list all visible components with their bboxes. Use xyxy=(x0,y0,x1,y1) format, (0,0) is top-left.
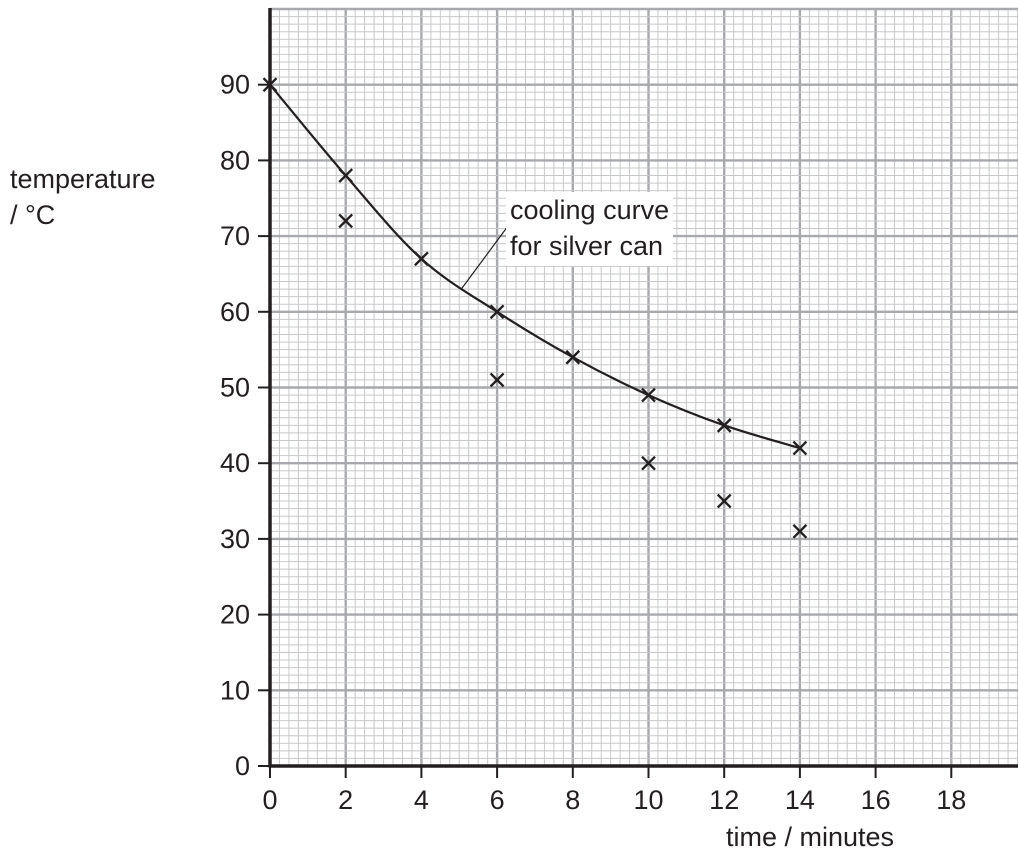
y-tick-label: 60 xyxy=(220,297,250,327)
x-tick-label: 14 xyxy=(785,785,815,815)
y-tick-label: 10 xyxy=(220,675,250,705)
x-tick-label: 10 xyxy=(633,785,663,815)
series-1-point xyxy=(792,523,808,539)
x-tick-label: 4 xyxy=(414,785,429,815)
y-axis-label-line-1: temperature xyxy=(10,164,156,194)
series-0-point xyxy=(489,304,505,320)
x-tick-label: 16 xyxy=(861,785,891,815)
annotation-line-1: cooling curve xyxy=(510,195,670,225)
x-tick-label: 6 xyxy=(490,785,505,815)
y-tick-label: 70 xyxy=(220,221,250,251)
series-1-point xyxy=(489,372,505,388)
ticks: 0 10 20 30 40 50 60 70 80 90 0 2 4 6 8 10 12 14 16 18 xyxy=(220,70,966,815)
series-0-point xyxy=(338,168,354,183)
series-1-point xyxy=(641,455,656,471)
y-tick-label: 20 xyxy=(220,600,250,630)
x-axis-label: time / minutes xyxy=(726,822,895,852)
series-0-point xyxy=(641,387,656,403)
y-tick-label: 30 xyxy=(220,524,250,554)
y-tick-label: 40 xyxy=(220,448,250,478)
y-tick-label: 80 xyxy=(220,145,250,175)
y-axis-label: temperature / °C xyxy=(10,161,156,233)
y-tick-label: 90 xyxy=(220,70,250,100)
series-0-point xyxy=(565,349,581,365)
x-tick-label: 18 xyxy=(936,785,966,815)
series-0-point xyxy=(414,251,429,267)
x-tick-label: 12 xyxy=(709,785,739,815)
series-1-point xyxy=(716,493,732,509)
x-tick-label: 8 xyxy=(565,785,580,815)
y-axis-label-line-2: / °C xyxy=(10,200,56,230)
annotation-leader xyxy=(460,225,509,290)
series-1-point xyxy=(338,213,354,229)
x-tick-label: 0 xyxy=(262,785,277,815)
x-tick-label: 2 xyxy=(338,785,353,815)
y-tick-label: 0 xyxy=(235,751,250,781)
annotation-label: cooling curve for silver can xyxy=(506,192,674,266)
series-0-point xyxy=(716,418,732,433)
y-tick-label: 50 xyxy=(220,373,250,403)
markers xyxy=(262,77,808,539)
series-0-point xyxy=(792,440,808,456)
annotation-line-2: for silver can xyxy=(510,231,664,261)
grid xyxy=(268,7,1018,768)
